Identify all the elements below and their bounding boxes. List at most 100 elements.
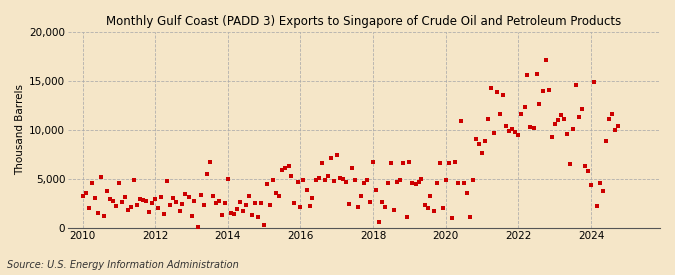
Point — [292, 180, 303, 184]
Point — [234, 200, 245, 205]
Point — [552, 118, 563, 122]
Point — [562, 132, 572, 136]
Point — [165, 203, 176, 208]
Point — [180, 191, 191, 196]
Point — [504, 129, 515, 133]
Point — [265, 203, 276, 208]
Point — [262, 182, 273, 186]
Point — [419, 203, 430, 208]
Point — [195, 192, 206, 197]
Point — [368, 160, 379, 164]
Point — [458, 181, 469, 185]
Point — [364, 199, 375, 204]
Point — [497, 92, 508, 97]
Point — [177, 202, 188, 207]
Point — [534, 102, 545, 107]
Point — [280, 166, 291, 170]
Point — [147, 201, 158, 206]
Point — [437, 206, 448, 211]
Point — [507, 127, 518, 131]
Point — [564, 162, 575, 166]
Point — [256, 201, 267, 206]
Point — [443, 161, 454, 166]
Point — [271, 191, 281, 195]
Point — [407, 181, 418, 185]
Point — [304, 204, 315, 209]
Point — [440, 178, 451, 182]
Point — [389, 208, 400, 213]
Point — [483, 117, 493, 121]
Point — [198, 203, 209, 208]
Point — [259, 223, 269, 227]
Point — [344, 202, 354, 207]
Point — [413, 180, 424, 184]
Point — [479, 139, 490, 143]
Title: Monthly Gulf Coast (PADD 3) Exports to Singapore of Crude Oil and Petroleum Prod: Monthly Gulf Coast (PADD 3) Exports to S… — [107, 15, 622, 28]
Point — [447, 216, 458, 220]
Point — [362, 178, 373, 182]
Point — [132, 203, 142, 208]
Point — [298, 178, 308, 182]
Point — [225, 211, 236, 216]
Point — [134, 196, 145, 201]
Point — [252, 215, 263, 219]
Point — [89, 196, 100, 200]
Point — [456, 119, 466, 123]
Point — [474, 141, 485, 146]
Point — [610, 128, 621, 132]
Point — [383, 181, 394, 185]
Point — [450, 160, 460, 164]
Point — [404, 160, 415, 164]
Point — [374, 220, 385, 224]
Point — [574, 115, 585, 119]
Point — [105, 196, 115, 201]
Point — [395, 178, 406, 182]
Point — [401, 215, 412, 219]
Point — [537, 89, 548, 93]
Point — [340, 180, 351, 184]
Point — [392, 180, 403, 184]
Point — [268, 178, 279, 182]
Point — [347, 166, 358, 170]
Point — [84, 206, 95, 211]
Point — [576, 107, 587, 112]
Point — [138, 197, 148, 202]
Point — [162, 179, 173, 183]
Point — [329, 179, 340, 183]
Point — [295, 205, 306, 210]
Point — [525, 125, 536, 129]
Point — [431, 181, 442, 185]
Point — [325, 156, 336, 161]
Point — [153, 206, 163, 211]
Point — [570, 83, 581, 87]
Point — [80, 191, 91, 195]
Point — [183, 194, 194, 199]
Point — [129, 178, 140, 182]
Point — [123, 208, 134, 213]
Point — [425, 193, 436, 198]
Point — [126, 205, 136, 210]
Point — [150, 196, 161, 201]
Point — [92, 211, 103, 216]
Point — [247, 213, 258, 218]
Point — [350, 178, 360, 182]
Point — [201, 172, 212, 176]
Point — [119, 194, 130, 199]
Point — [319, 178, 330, 182]
Point — [141, 198, 152, 203]
Point — [410, 182, 421, 186]
Point — [586, 183, 597, 187]
Point — [283, 164, 294, 168]
Point — [464, 215, 475, 219]
Point — [223, 177, 234, 181]
Point — [546, 135, 557, 139]
Point — [607, 112, 618, 117]
Point — [583, 169, 593, 173]
Point — [338, 177, 348, 181]
Point — [595, 181, 605, 185]
Point — [579, 164, 590, 168]
Point — [116, 200, 127, 205]
Point — [486, 86, 497, 90]
Point — [159, 212, 169, 216]
Point — [470, 137, 481, 141]
